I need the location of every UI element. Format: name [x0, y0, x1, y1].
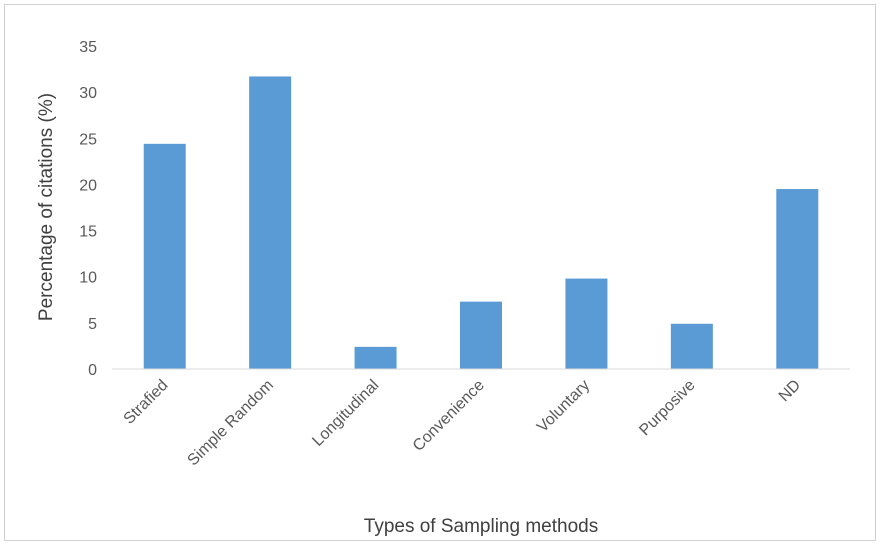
y-tick-label: 25 [79, 131, 97, 148]
x-tick-label: Convenience [410, 377, 488, 455]
x-tick-label: Simple Random [184, 377, 277, 470]
bar-voluntary [565, 278, 608, 369]
x-tick-label: Strafied [121, 377, 172, 428]
y-tick-label: 5 [88, 316, 97, 333]
x-tick-label: ND [776, 377, 804, 405]
y-tick-label: 15 [79, 224, 97, 241]
y-tick-label: 30 [79, 85, 97, 102]
x-tick-label: Purposive [636, 377, 698, 439]
x-tick-label: Voluntary [534, 377, 593, 436]
bar-convenience [460, 301, 502, 369]
y-tick-label: 0 [88, 362, 97, 379]
bar-strafied [143, 143, 186, 369]
y-tick-label: 35 [79, 39, 97, 56]
bar-simple-random [249, 76, 292, 369]
bars [143, 76, 819, 369]
x-axis-title: Types of Sampling methods [364, 516, 598, 537]
x-axis-ticks: Strafied Simple Random Longitudinal Conveni… [121, 377, 805, 470]
y-tick-label: 10 [79, 270, 97, 287]
y-axis-title: Percentage of citations (%) [36, 93, 57, 321]
x-tick-label: Longitudinal [309, 377, 382, 450]
y-axis-ticks: 0 5 10 15 20 25 30 35 [79, 39, 97, 379]
bar-longitudinal [354, 346, 397, 369]
y-tick-label: 20 [79, 177, 97, 194]
bar-nd [776, 189, 819, 369]
bar-purposive [670, 323, 713, 369]
